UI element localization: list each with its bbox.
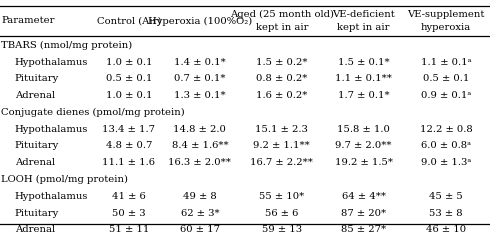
Text: LOOH (pmol/mg protein): LOOH (pmol/mg protein) (1, 175, 128, 184)
Text: 64 ± 4**: 64 ± 4** (342, 192, 386, 201)
Text: Adrenal: Adrenal (15, 91, 55, 100)
Text: 16.3 ± 2.0**: 16.3 ± 2.0** (169, 158, 231, 167)
Text: Pituitary: Pituitary (15, 209, 59, 218)
Text: 62 ± 3*: 62 ± 3* (181, 209, 219, 218)
Text: 6.0 ± 0.8ᵃ: 6.0 ± 0.8ᵃ (421, 141, 471, 151)
Text: 55 ± 10*: 55 ± 10* (259, 192, 304, 201)
Text: 59 ± 13: 59 ± 13 (262, 225, 302, 233)
Text: 19.2 ± 1.5*: 19.2 ± 1.5* (335, 158, 392, 167)
Text: 9.7 ± 2.0**: 9.7 ± 2.0** (335, 141, 392, 151)
Text: 50 ± 3: 50 ± 3 (112, 209, 146, 218)
Text: 51 ± 11: 51 ± 11 (109, 225, 149, 233)
Text: 8.4 ± 1.6**: 8.4 ± 1.6** (172, 141, 228, 151)
Text: 1.6 ± 0.2*: 1.6 ± 0.2* (256, 91, 307, 100)
Text: VE-deficient: VE-deficient (332, 10, 395, 19)
Text: 0.7 ± 0.1*: 0.7 ± 0.1* (174, 74, 226, 83)
Text: Conjugate dienes (pmol/mg protein): Conjugate dienes (pmol/mg protein) (1, 108, 185, 117)
Text: 15.8 ± 1.0: 15.8 ± 1.0 (337, 125, 390, 134)
Text: 11.1 ± 1.6: 11.1 ± 1.6 (102, 158, 155, 167)
Text: 9.0 ± 1.3ᵃ: 9.0 ± 1.3ᵃ (421, 158, 471, 167)
Text: hyperoxia: hyperoxia (421, 23, 471, 31)
Text: 15.1 ± 2.3: 15.1 ± 2.3 (255, 125, 308, 134)
Text: 41 ± 6: 41 ± 6 (112, 192, 146, 201)
Text: 9.2 ± 1.1**: 9.2 ± 1.1** (253, 141, 310, 151)
Text: Adrenal: Adrenal (15, 158, 55, 167)
Text: Pituitary: Pituitary (15, 141, 59, 151)
Text: 1.1 ± 0.1**: 1.1 ± 0.1** (335, 74, 392, 83)
Text: 1.0 ± 0.1: 1.0 ± 0.1 (106, 91, 152, 100)
Text: Pituitary: Pituitary (15, 74, 59, 83)
Text: Hypothalamus: Hypothalamus (15, 58, 88, 67)
Text: 0.9 ± 0.1ᵃ: 0.9 ± 0.1ᵃ (421, 91, 471, 100)
Text: 0.8 ± 0.2*: 0.8 ± 0.2* (256, 74, 307, 83)
Text: 12.2 ± 0.8: 12.2 ± 0.8 (419, 125, 472, 134)
Text: 60 ± 17: 60 ± 17 (180, 225, 220, 233)
Text: 46 ± 10: 46 ± 10 (426, 225, 466, 233)
Text: 0.5 ± 0.1: 0.5 ± 0.1 (423, 74, 469, 83)
Text: 1.5 ± 0.1*: 1.5 ± 0.1* (338, 58, 390, 67)
Text: 13.4 ± 1.7: 13.4 ± 1.7 (102, 125, 155, 134)
Text: 1.7 ± 0.1*: 1.7 ± 0.1* (338, 91, 390, 100)
Text: 1.1 ± 0.1ᵃ: 1.1 ± 0.1ᵃ (420, 58, 471, 67)
Text: 53 ± 8: 53 ± 8 (429, 209, 463, 218)
Text: VE-supplement: VE-supplement (407, 10, 485, 19)
Text: 45 ± 5: 45 ± 5 (429, 192, 463, 201)
Text: 1.0 ± 0.1: 1.0 ± 0.1 (106, 58, 152, 67)
Text: kept in air: kept in air (255, 23, 308, 31)
Text: 49 ± 8: 49 ± 8 (183, 192, 217, 201)
Text: 56 ± 6: 56 ± 6 (265, 209, 298, 218)
Text: 1.3 ± 0.1*: 1.3 ± 0.1* (174, 91, 226, 100)
Text: Hypothalamus: Hypothalamus (15, 192, 88, 201)
Text: Parameter: Parameter (1, 17, 55, 25)
Text: Control (Air): Control (Air) (97, 17, 161, 25)
Text: 85 ± 27*: 85 ± 27* (341, 225, 386, 233)
Text: 14.8 ± 2.0: 14.8 ± 2.0 (173, 125, 226, 134)
Text: TBARS (nmol/mg protein): TBARS (nmol/mg protein) (1, 41, 133, 50)
Text: Adrenal: Adrenal (15, 225, 55, 233)
Text: 1.5 ± 0.2*: 1.5 ± 0.2* (256, 58, 308, 67)
Text: Hyperoxia (100%O₂): Hyperoxia (100%O₂) (148, 16, 252, 26)
Text: 87 ± 20*: 87 ± 20* (341, 209, 386, 218)
Text: Aged (25 month old): Aged (25 month old) (230, 10, 334, 20)
Text: 16.7 ± 2.2**: 16.7 ± 2.2** (250, 158, 313, 167)
Text: Hypothalamus: Hypothalamus (15, 125, 88, 134)
Text: 4.8 ± 0.7: 4.8 ± 0.7 (106, 141, 152, 151)
Text: 1.4 ± 0.1*: 1.4 ± 0.1* (174, 58, 226, 67)
Text: 0.5 ± 0.1: 0.5 ± 0.1 (106, 74, 152, 83)
Text: kept in air: kept in air (337, 23, 390, 31)
